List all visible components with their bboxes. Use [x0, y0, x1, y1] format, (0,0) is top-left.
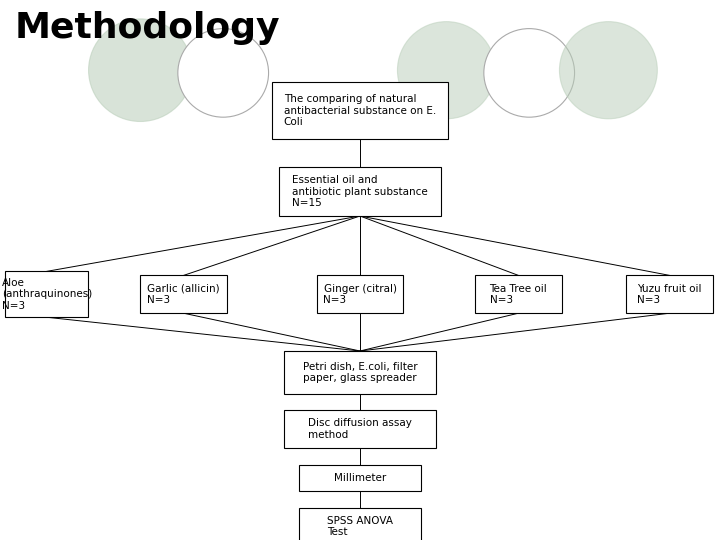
Ellipse shape [89, 19, 192, 122]
FancyBboxPatch shape [284, 351, 436, 394]
FancyBboxPatch shape [279, 167, 441, 216]
Text: Tea Tree oil
N=3: Tea Tree oil N=3 [490, 284, 547, 305]
Text: SPSS ANOVA
Test: SPSS ANOVA Test [327, 516, 393, 537]
Text: Disc diffusion assay
method: Disc diffusion assay method [308, 418, 412, 440]
Text: Ginger (citral)
N=3: Ginger (citral) N=3 [323, 284, 397, 305]
Text: Garlic (allicin)
N=3: Garlic (allicin) N=3 [148, 284, 220, 305]
Text: Methodology: Methodology [14, 11, 280, 45]
FancyBboxPatch shape [475, 275, 562, 313]
FancyBboxPatch shape [140, 275, 227, 313]
FancyBboxPatch shape [299, 465, 421, 491]
FancyBboxPatch shape [6, 271, 89, 317]
FancyBboxPatch shape [284, 410, 436, 448]
Text: Aloe
(anthraquinones)
N=3: Aloe (anthraquinones) N=3 [1, 278, 92, 311]
Text: Millimeter: Millimeter [334, 473, 386, 483]
Text: Essential oil and
antibiotic plant substance
N=15: Essential oil and antibiotic plant subst… [292, 175, 428, 208]
Ellipse shape [178, 29, 269, 117]
FancyBboxPatch shape [272, 82, 448, 139]
Ellipse shape [484, 29, 575, 117]
Ellipse shape [559, 22, 657, 119]
Text: Petri dish, E.coli, filter
paper, glass spreader: Petri dish, E.coli, filter paper, glass … [302, 362, 418, 383]
Text: The comparing of natural
antibacterial substance on E.
Coli: The comparing of natural antibacterial s… [284, 94, 436, 127]
Ellipse shape [397, 22, 495, 119]
FancyBboxPatch shape [317, 275, 403, 313]
Text: Yuzu fruit oil
N=3: Yuzu fruit oil N=3 [637, 284, 702, 305]
FancyBboxPatch shape [299, 508, 421, 540]
FancyBboxPatch shape [626, 275, 713, 313]
